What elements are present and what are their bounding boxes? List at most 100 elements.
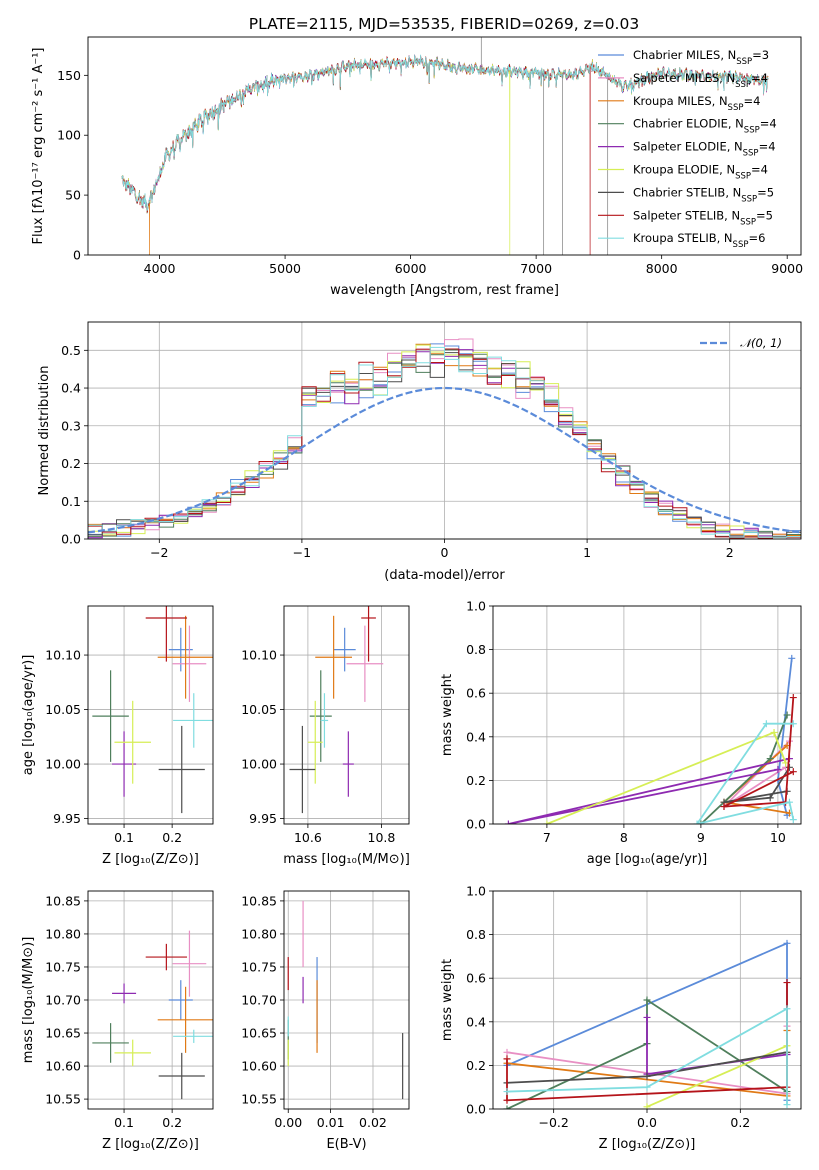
- y-tick-label: 0.0: [466, 817, 486, 832]
- spectrum-line: [121, 54, 769, 212]
- y-tick-label: 10.85: [241, 893, 277, 908]
- y-axis-label: mass weight: [440, 959, 455, 1041]
- weight-line: [723, 697, 795, 808]
- weight-marker: [543, 820, 551, 824]
- weight-marker: [503, 1105, 511, 1109]
- weight-marker: [693, 820, 701, 824]
- y-tick-label: 10.80: [45, 926, 81, 941]
- histogram-step: [88, 346, 801, 538]
- y-tick-label: 1.0: [466, 599, 486, 614]
- plot-area: [92, 930, 213, 1100]
- y-tick-label: 1.0: [466, 884, 486, 899]
- x-axis-label: Z [log₁₀(Z/Z⊙)]: [102, 852, 199, 867]
- y-tick-label: 10.75: [45, 959, 81, 974]
- y-tick-label: 0.5: [61, 343, 81, 358]
- weight-marker: [643, 1103, 651, 1109]
- axes-frame: [87, 890, 214, 1110]
- normal-curve: [88, 386, 801, 534]
- weight-marker: [783, 979, 791, 987]
- x-tick-label: 9: [697, 830, 705, 845]
- plot-area: [121, 37, 769, 255]
- y-tick-label: 10.60: [45, 1059, 81, 1074]
- histogram-step: [88, 352, 801, 538]
- y-tick-label: 150: [57, 68, 81, 83]
- y-tick-label: 10.00: [45, 757, 81, 772]
- weight-marker: [503, 1096, 511, 1104]
- y-tick-label: 10.05: [241, 702, 277, 717]
- y-tick-label: 10.55: [241, 1092, 277, 1107]
- legend-entry: Kroupa ELODIE, NSSP=4: [633, 163, 768, 182]
- weight-marker: [503, 1055, 511, 1063]
- axes-frame: [283, 605, 410, 825]
- plot-area: [88, 338, 801, 539]
- axes-frame: [492, 605, 802, 825]
- x-tick-label: 9000: [771, 261, 803, 276]
- plot-area: [289, 606, 384, 814]
- x-axis-label: Z [log₁₀(Z/Z⊙)]: [102, 1137, 199, 1152]
- y-tick-label: 0.6: [466, 971, 486, 986]
- weight-marker: [789, 694, 797, 702]
- legend-entry: 𝒩(0, 1): [740, 336, 782, 350]
- y-tick-label: 0.1: [61, 494, 81, 509]
- x-tick-label: 0.02: [359, 1115, 387, 1130]
- x-tick-label: 8000: [646, 261, 678, 276]
- weight-marker: [788, 654, 796, 662]
- x-tick-label: 0.01: [317, 1115, 345, 1130]
- axes-weight_vs_Z: −0.2 0.0 0.2 0.0 0.2 0.4 0.6 0.8 1.0 Z [log₁₀(Z/Z…: [440, 884, 802, 1152]
- y-axis-label: age [log₁₀(age/yr)]: [21, 655, 36, 776]
- weight-marker: [783, 939, 791, 947]
- y-tick-label: 0.3: [61, 418, 81, 433]
- axes-mass_vs_EBV: 0.00 0.01 0.02 10.55 10.60 10.65 10.70 10.75 10.…: [241, 890, 410, 1152]
- x-tick-label: 10.8: [368, 830, 396, 845]
- weight-marker: [643, 996, 651, 1004]
- legend: 𝒩(0, 1): [700, 336, 782, 350]
- y-tick-label: 10.00: [241, 757, 277, 772]
- y-tick-label: 0.8: [466, 927, 486, 942]
- weight-marker: [697, 820, 705, 824]
- y-tick-label: 0.4: [61, 381, 81, 396]
- y-tick-label: 0.8: [466, 642, 486, 657]
- weight-marker: [643, 1013, 651, 1021]
- y-tick-label: 10.10: [241, 648, 277, 663]
- x-tick-label: −2: [150, 545, 168, 560]
- weight-marker: [770, 728, 778, 736]
- x-tick-label: 0.2: [162, 1115, 182, 1130]
- y-tick-label: 100: [57, 128, 81, 143]
- x-tick-label: 7000: [520, 261, 552, 276]
- axes-age_vs_mass: 10.6 10.8 9.95 10.00 10.05 10.10 mass [log₁₀(M…: [241, 605, 410, 867]
- y-tick-label: 0.0: [61, 532, 81, 547]
- weight-marker: [774, 766, 782, 773]
- x-axis-label: Z [log₁₀(Z/Z⊙)]: [599, 1137, 696, 1152]
- y-tick-label: 10.70: [241, 993, 277, 1008]
- axes-spectrum: 4000 5000 6000 7000 8000 9000 0 50 100 150 wavelen…: [31, 36, 803, 298]
- y-tick-label: 9.95: [249, 811, 277, 826]
- x-tick-label: 10: [770, 830, 786, 845]
- spectrum-line: [121, 56, 769, 255]
- x-tick-label: 10.6: [294, 830, 322, 845]
- x-tick-label: 0.2: [162, 830, 182, 845]
- axes-age_vs_Z: 0.1 0.2 9.95 10.00 10.05 10.10 Z [log₁₀(Z/Z⊙)]…: [21, 605, 214, 867]
- y-tick-label: 10.65: [45, 1026, 81, 1041]
- weight-marker: [785, 798, 793, 806]
- legend-entry: Salpeter MILES, NSSP=4: [633, 71, 768, 90]
- x-axis-label: age [log₁₀(age/yr)]: [587, 852, 708, 867]
- weight-marker: [766, 794, 774, 802]
- y-axis-label: mass [log₁₀(M/M⊙)]: [21, 937, 36, 1064]
- weight-marker: [789, 720, 797, 728]
- weight-marker: [503, 1088, 511, 1096]
- plot-area: [504, 654, 797, 824]
- y-tick-label: 0.2: [466, 773, 486, 788]
- legend-entry: Chabrier STELIB, NSSP=5: [633, 185, 774, 204]
- y-tick-label: 0.4: [466, 729, 486, 744]
- y-tick-label: 10.85: [45, 893, 81, 908]
- y-tick-label: 0.2: [61, 456, 81, 471]
- x-tick-label: 0.2: [730, 1115, 750, 1130]
- weight-line: [723, 766, 791, 804]
- x-tick-label: 7: [543, 830, 551, 845]
- weight-marker: [504, 820, 512, 824]
- y-tick-label: 9.95: [53, 811, 81, 826]
- x-tick-label: 2: [726, 545, 734, 560]
- weight-marker: [720, 803, 728, 811]
- x-tick-label: 0.0: [637, 1115, 657, 1130]
